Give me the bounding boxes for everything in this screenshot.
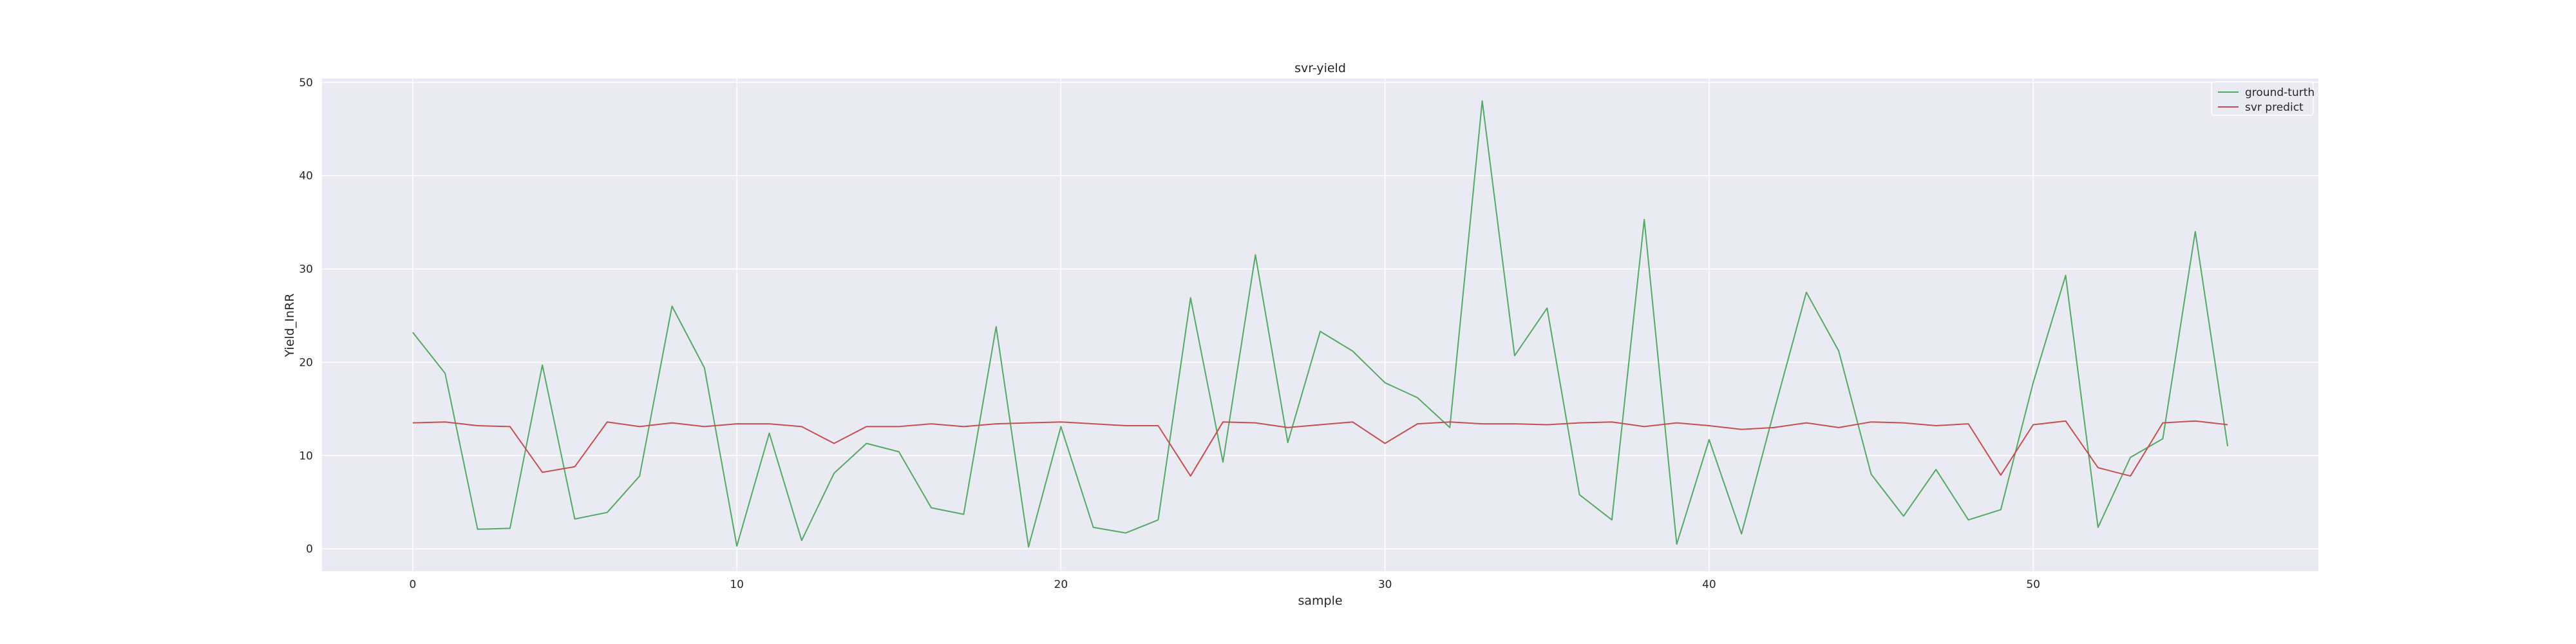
x-tick-label: 50 xyxy=(2026,578,2040,591)
y-tick-label: 0 xyxy=(306,543,313,556)
x-tick-label: 20 xyxy=(1054,578,1068,591)
y-axis-label: Yield_InRR xyxy=(283,294,297,358)
x-tick-label: 30 xyxy=(1378,578,1392,591)
y-tick-label: 20 xyxy=(299,356,313,369)
tick-labels: 0 10 20 30 40 50 0 10 20 30 40 50 xyxy=(299,77,2040,591)
x-tick-label: 0 xyxy=(409,578,416,591)
y-tick-label: 30 xyxy=(299,263,313,276)
y-tick-label: 40 xyxy=(299,170,313,183)
x-tick-label: 40 xyxy=(1702,578,1716,591)
grid-lines xyxy=(322,79,2318,571)
x-axis-label: sample xyxy=(1298,594,1342,608)
legend-label-ground-truth: ground-turth xyxy=(2245,86,2315,99)
y-tick-label: 50 xyxy=(299,77,313,90)
legend: ground-turth svr predict xyxy=(2211,81,2315,116)
series-lines xyxy=(412,100,2229,548)
series-line-0 xyxy=(412,100,2229,548)
series-line-1 xyxy=(412,420,2228,477)
y-tick-label: 10 xyxy=(299,450,313,462)
chart-title: svr-yield xyxy=(1294,61,1346,75)
x-tick-label: 10 xyxy=(730,578,744,591)
legend-label-svr-predict: svr predict xyxy=(2245,101,2304,114)
plot-area xyxy=(322,79,2318,571)
